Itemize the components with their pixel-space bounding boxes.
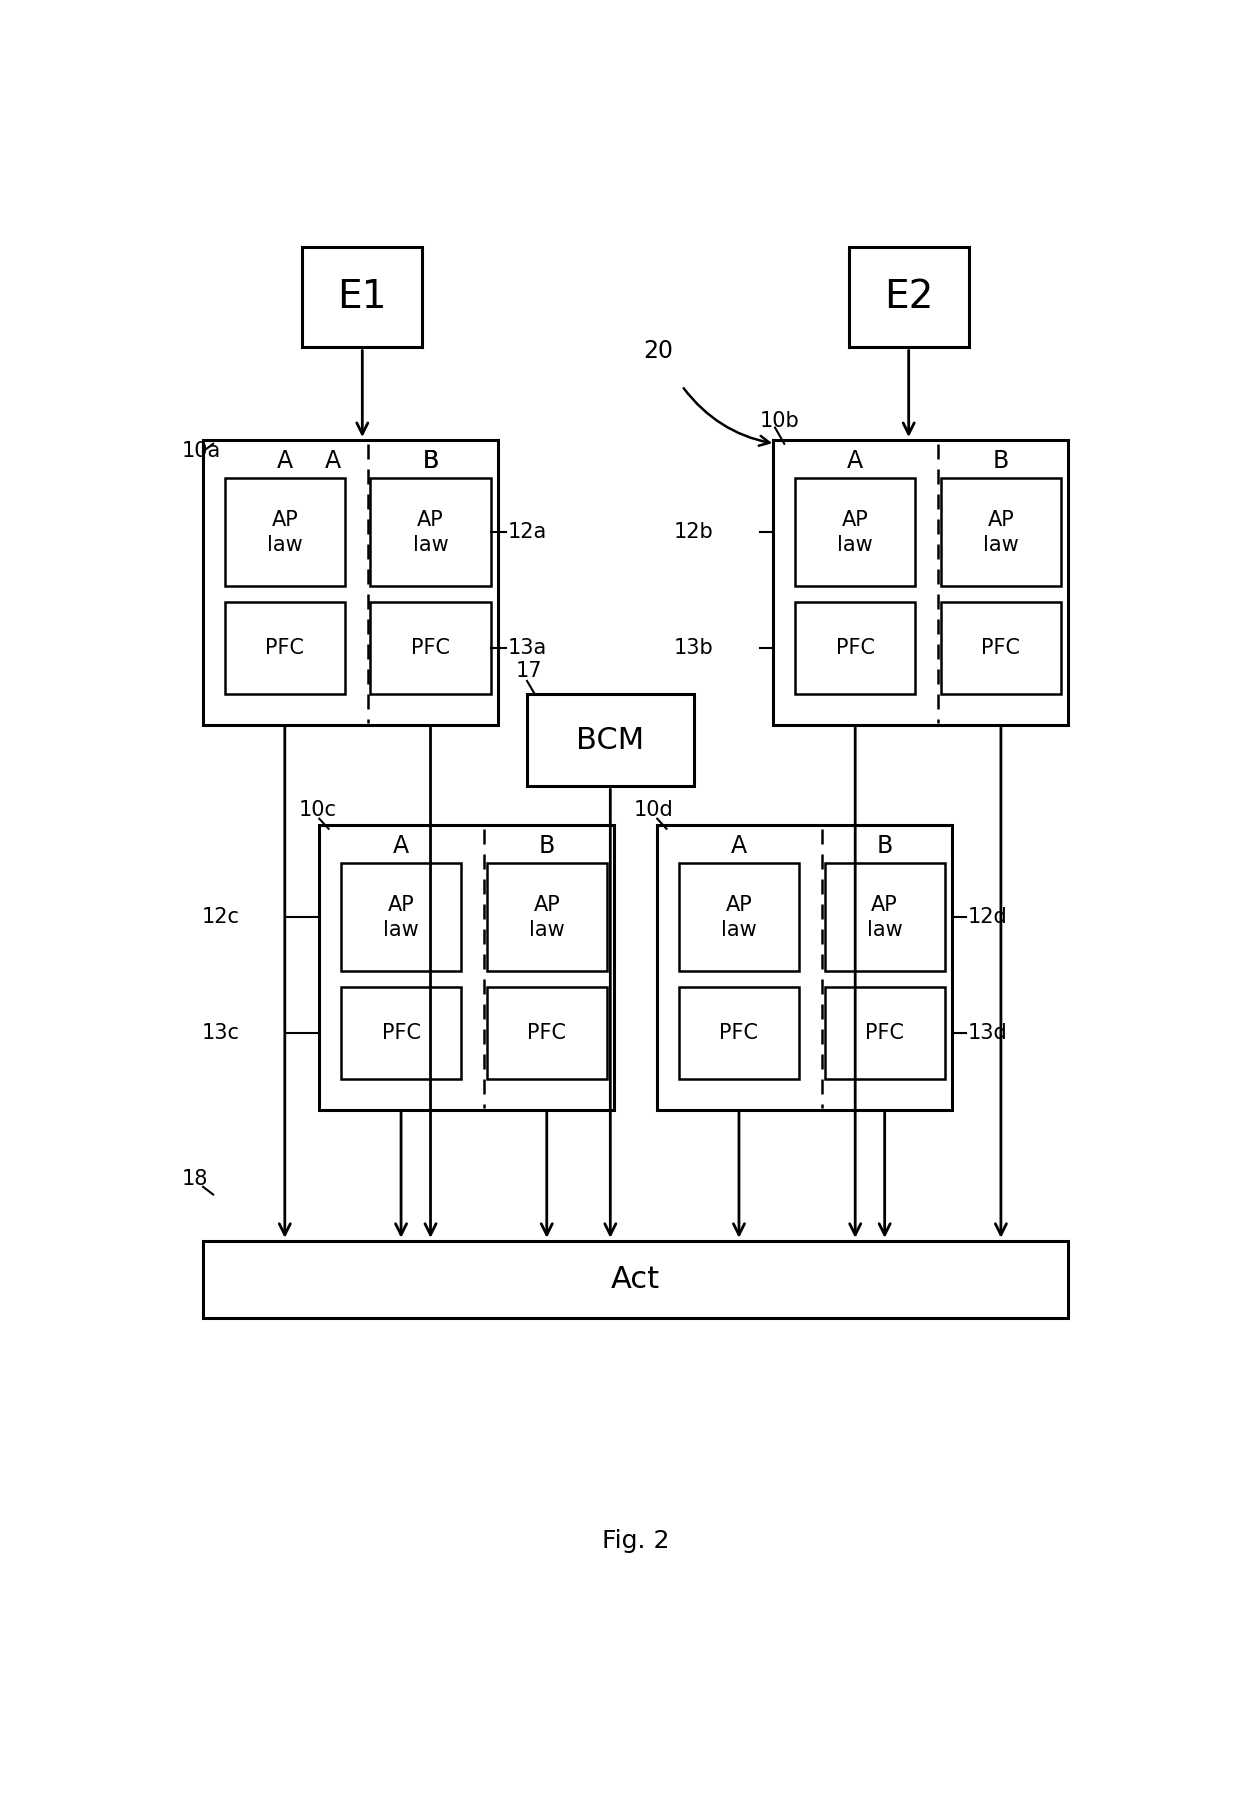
Text: PFC: PFC: [719, 1023, 759, 1043]
Bar: [941, 478, 1061, 587]
Bar: [341, 863, 461, 971]
Bar: [486, 863, 606, 971]
Text: 10d: 10d: [634, 800, 673, 819]
Bar: [774, 440, 1068, 726]
Text: A: A: [847, 449, 863, 473]
Bar: [320, 825, 614, 1110]
Text: PFC: PFC: [265, 637, 304, 657]
Text: AP
law: AP law: [722, 895, 756, 940]
Bar: [203, 440, 497, 726]
Text: 12c: 12c: [201, 908, 239, 928]
Bar: [371, 478, 491, 587]
Bar: [795, 601, 915, 693]
Text: PFC: PFC: [866, 1023, 904, 1043]
Text: 13b: 13b: [673, 637, 713, 657]
Text: E1: E1: [337, 278, 387, 316]
Text: A: A: [730, 834, 746, 859]
Text: A: A: [277, 449, 293, 473]
Text: A: A: [393, 834, 409, 859]
Text: 18: 18: [182, 1170, 208, 1189]
Text: PFC: PFC: [410, 637, 450, 657]
Bar: [224, 478, 345, 587]
Text: AP
law: AP law: [529, 895, 564, 940]
Text: AP
law: AP law: [413, 509, 449, 554]
Text: B: B: [993, 449, 1009, 473]
Bar: [303, 247, 423, 348]
Text: 12a: 12a: [507, 522, 547, 542]
Text: Fig. 2: Fig. 2: [601, 1529, 670, 1552]
Bar: [224, 601, 345, 693]
Text: BCM: BCM: [577, 726, 645, 754]
Bar: [680, 863, 799, 971]
Text: AP
law: AP law: [383, 895, 419, 940]
Text: PFC: PFC: [527, 1023, 567, 1043]
Bar: [486, 987, 606, 1079]
Bar: [203, 1240, 1068, 1318]
Bar: [371, 601, 491, 693]
Bar: [825, 987, 945, 1079]
Text: PFC: PFC: [836, 637, 874, 657]
Bar: [848, 247, 968, 348]
Text: Act: Act: [611, 1265, 660, 1294]
Text: B: B: [538, 834, 554, 859]
Text: 12b: 12b: [673, 522, 713, 542]
Bar: [795, 478, 915, 587]
Text: B: B: [877, 834, 893, 859]
Text: E2: E2: [884, 278, 934, 316]
Text: 20: 20: [644, 339, 673, 363]
Text: 12d: 12d: [967, 908, 1007, 928]
Text: 13c: 13c: [201, 1023, 239, 1043]
Text: B: B: [423, 449, 439, 473]
Bar: [341, 987, 461, 1079]
Text: 10c: 10c: [299, 800, 336, 819]
Bar: [527, 693, 693, 787]
Text: B: B: [423, 449, 439, 473]
Text: A: A: [325, 449, 341, 473]
Text: AP
law: AP law: [983, 509, 1019, 554]
Bar: [941, 601, 1061, 693]
Bar: [825, 863, 945, 971]
Text: PFC: PFC: [981, 637, 1021, 657]
Bar: [657, 825, 952, 1110]
Text: PFC: PFC: [382, 1023, 420, 1043]
Text: 10a: 10a: [182, 442, 222, 462]
Text: 13d: 13d: [967, 1023, 1007, 1043]
Text: 10b: 10b: [759, 412, 800, 431]
Text: AP
law: AP law: [267, 509, 303, 554]
Bar: [680, 987, 799, 1079]
Text: AP
law: AP law: [837, 509, 873, 554]
Text: AP
law: AP law: [867, 895, 903, 940]
Text: 13a: 13a: [507, 637, 547, 657]
Text: 17: 17: [516, 661, 542, 680]
